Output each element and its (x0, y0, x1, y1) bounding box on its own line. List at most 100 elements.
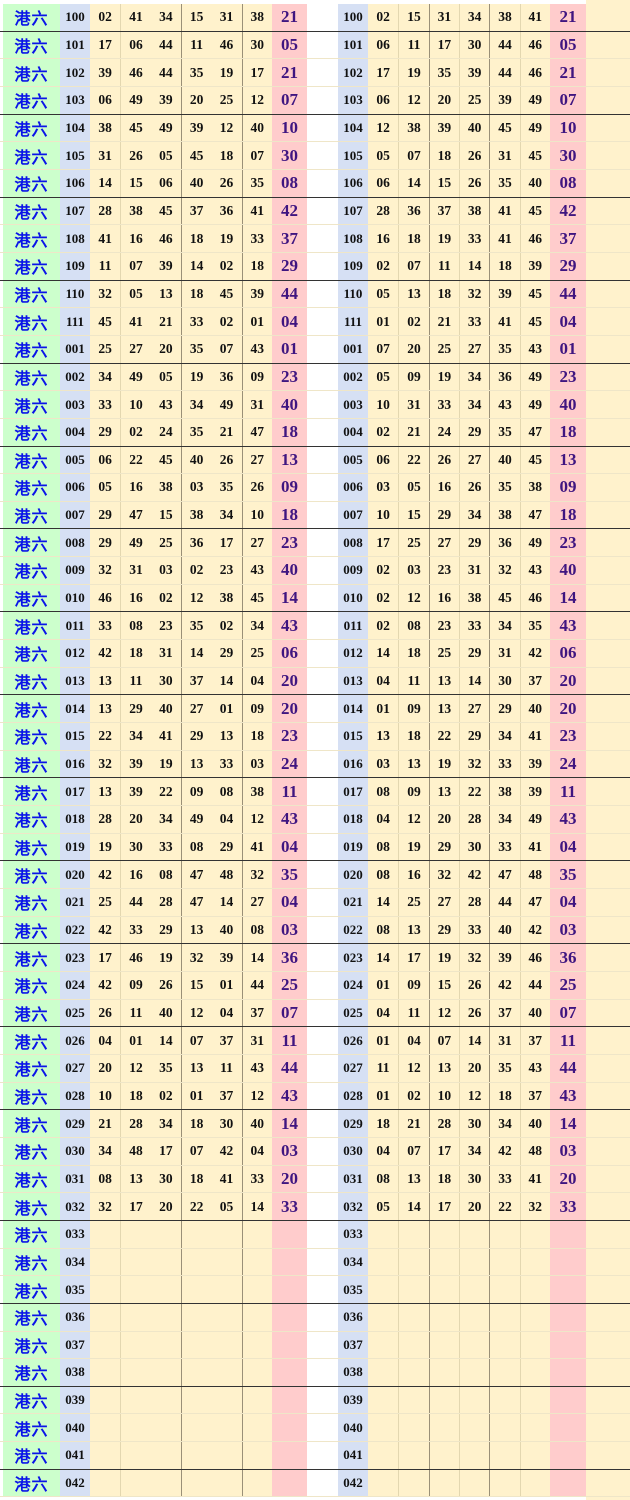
issue-number: 001 (60, 335, 90, 363)
issue-number-sorted-table: 109 (338, 252, 368, 280)
table-row: 港六 011 33 08 23 35 02 34 43 011 02 08 23 33 34 35 43 (0, 612, 630, 641)
special-number-sorted-table: 30 (550, 142, 586, 169)
sorted-number: 18 (368, 1110, 399, 1137)
sorted-number: 49 (519, 114, 550, 142)
sorted-number: 22 (398, 446, 429, 474)
special-number: 05 (272, 31, 307, 59)
drawn-number: 01 (120, 1027, 151, 1054)
issue-number: 110 (60, 280, 90, 308)
special-number (272, 1469, 307, 1497)
special-number-sorted-table: 05 (550, 31, 586, 59)
drawn-number: 29 (90, 529, 121, 557)
lottery-label: 港六 (3, 1442, 60, 1469)
sorted-number: 27 (428, 529, 459, 557)
drawn-number: 26 (150, 971, 181, 999)
drawn-number: 37 (180, 667, 212, 695)
sorted-number: 22 (428, 723, 459, 750)
table-row: 港六 015 22 34 41 29 13 18 23 015 13 18 22 29 34 41 23 (0, 723, 630, 751)
drawn-number: 35 (180, 59, 212, 86)
lottery-label: 港六 (3, 1386, 60, 1414)
sorted-number: 35 (489, 169, 520, 197)
drawn-number: 13 (211, 723, 242, 750)
drawn-number: 16 (120, 584, 151, 612)
sorted-number: 20 (398, 335, 429, 363)
drawn-number (120, 1386, 151, 1414)
sorted-number: 09 (398, 778, 429, 806)
sorted-number: 30 (458, 833, 490, 861)
drawn-number: 34 (241, 612, 272, 640)
drawn-number: 46 (120, 944, 151, 971)
special-number-sorted-table: 23 (550, 363, 586, 391)
drawn-number: 12 (180, 999, 212, 1027)
sorted-number (458, 1303, 490, 1331)
table-row: 港六 002 34 49 05 19 36 09 23 002 05 09 19 34 36 49 23 (0, 363, 630, 392)
sorted-number: 45 (519, 197, 550, 225)
issue-number-sorted-table: 011 (338, 612, 368, 640)
drawn-number: 35 (180, 335, 212, 363)
sorted-number (519, 1303, 550, 1331)
sorted-number: 44 (489, 59, 520, 86)
sorted-number: 43 (489, 391, 520, 418)
table-row: 港六 003 33 10 43 34 49 31 40 003 10 31 33 34 43 49 40 (0, 391, 630, 419)
drawn-number: 02 (150, 1082, 181, 1110)
drawn-number: 14 (211, 667, 242, 695)
special-number-sorted-table: 33 (550, 1193, 586, 1220)
drawn-number: 33 (180, 308, 212, 335)
drawn-number: 29 (211, 833, 242, 861)
issue-number-sorted-table: 004 (338, 418, 368, 446)
drawn-number: 49 (120, 86, 151, 114)
issue-number-sorted-table: 014 (338, 695, 368, 723)
drawn-number (180, 1469, 212, 1497)
special-number: 37 (272, 225, 307, 252)
drawn-number: 38 (180, 501, 212, 529)
drawn-number: 33 (120, 916, 151, 944)
drawn-number: 02 (211, 612, 242, 640)
sorted-number: 45 (519, 142, 550, 169)
sorted-number: 34 (489, 806, 520, 833)
sorted-number: 38 (489, 778, 520, 806)
table-row: 港六 020 42 16 08 47 48 32 35 020 08 16 32 42 47 48 35 (0, 861, 630, 889)
lottery-label: 港六 (3, 446, 60, 474)
sorted-number: 30 (458, 1165, 490, 1193)
sorted-number: 29 (458, 640, 490, 667)
sorted-number: 13 (428, 695, 459, 723)
sorted-number: 07 (428, 1027, 459, 1054)
lottery-label: 港六 (3, 971, 60, 999)
issue-number-sorted-table: 026 (338, 1027, 368, 1054)
issue-number: 027 (60, 1054, 90, 1082)
sorted-number: 20 (458, 1054, 490, 1082)
lottery-label: 港六 (3, 833, 60, 861)
lottery-label: 港六 (3, 640, 60, 667)
drawn-number: 11 (90, 252, 121, 280)
table-row: 港六 110 32 05 13 18 45 39 44 110 05 13 18 32 39 45 44 (0, 280, 630, 309)
special-number-sorted-table: 20 (550, 1165, 586, 1193)
sorted-number: 03 (398, 557, 429, 584)
sorted-number: 27 (458, 446, 490, 474)
drawn-number (90, 1414, 121, 1442)
issue-number-sorted-table: 035 (338, 1276, 368, 1303)
special-number-sorted-table (550, 1414, 586, 1442)
special-number: 25 (272, 971, 307, 999)
sorted-number: 35 (489, 1054, 520, 1082)
sorted-number: 07 (398, 252, 429, 280)
drawn-number: 45 (241, 584, 272, 612)
sorted-number: 46 (519, 225, 550, 252)
lottery-label: 港六 (3, 4, 60, 31)
drawn-number (90, 1220, 121, 1248)
drawn-number: 38 (150, 474, 181, 501)
sorted-number: 22 (489, 1193, 520, 1220)
sorted-number (398, 1276, 429, 1303)
sorted-number: 21 (398, 1110, 429, 1137)
sorted-number: 13 (398, 750, 429, 778)
table-row: 港六 004 29 02 24 35 21 47 18 004 02 21 24 29 35 47 18 (0, 418, 630, 447)
issue-number-sorted-table: 110 (338, 280, 368, 308)
sorted-number (398, 1414, 429, 1442)
lottery-label: 港六 (3, 1193, 60, 1220)
drawn-number: 12 (241, 806, 272, 833)
sorted-number (458, 1469, 490, 1497)
table-row: 港六 106 14 15 06 40 26 35 08 106 06 14 15 26 35 40 08 (0, 169, 630, 198)
issue-number: 015 (60, 723, 90, 750)
drawn-number (211, 1248, 242, 1276)
drawn-number: 36 (211, 197, 242, 225)
special-number-sorted-table: 04 (550, 833, 586, 861)
